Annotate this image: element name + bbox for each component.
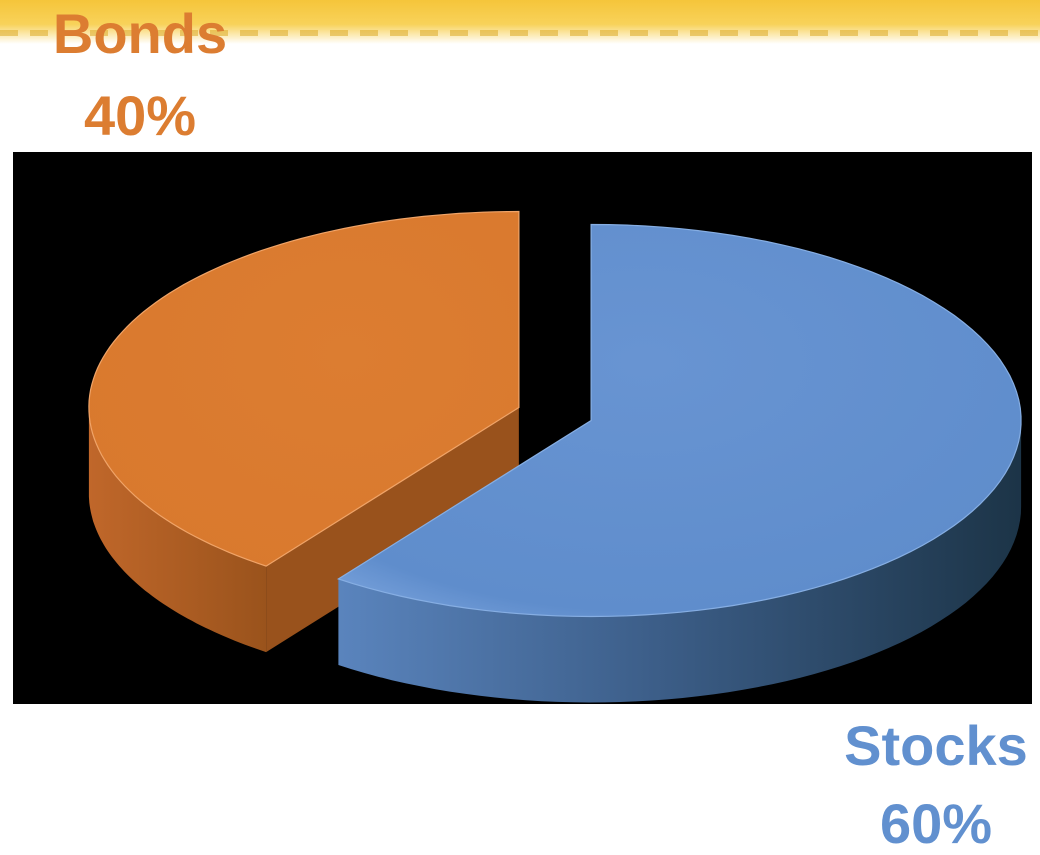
bonds-slice xyxy=(88,210,520,653)
bonds-slice-side xyxy=(88,407,267,653)
stocks-slice xyxy=(336,223,1022,703)
bonds-slice-top xyxy=(88,210,520,567)
pie-chart-svg xyxy=(88,210,1022,703)
bonds-slice-cut-face xyxy=(266,407,519,653)
stocks-category-label: Stocks xyxy=(844,714,1028,777)
stocks-slice-side xyxy=(338,420,1022,703)
pie-chart xyxy=(13,152,1032,704)
bonds-data-label: Bonds 40% xyxy=(40,6,240,144)
stocks-slice-top xyxy=(336,223,1022,618)
bonds-category-label: Bonds xyxy=(52,2,228,65)
decorative-header-band xyxy=(0,0,1040,44)
stocks-data-label: Stocks 60% xyxy=(836,718,1036,852)
stocks-value-label: 60% xyxy=(879,792,993,855)
bonds-value-label: 40% xyxy=(83,84,197,147)
